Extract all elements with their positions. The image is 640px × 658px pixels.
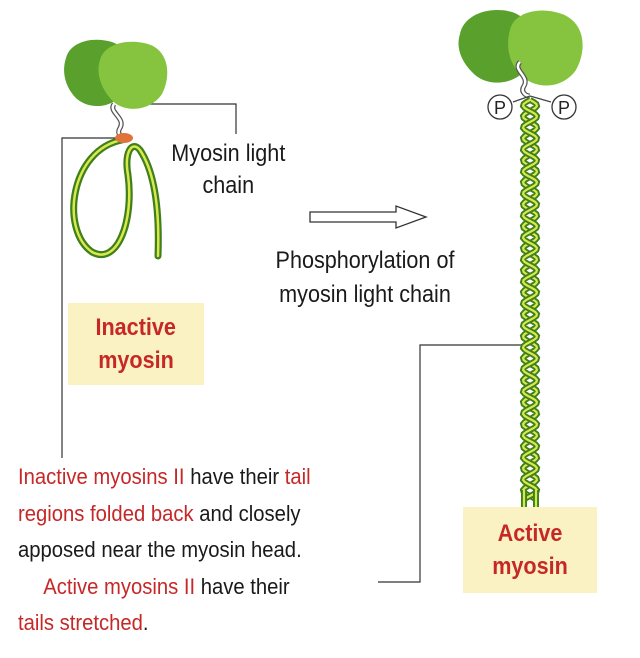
active-myosin-box: Active myosin: [463, 507, 597, 593]
active-myosin-heads: [458, 10, 583, 86]
phosphate-right: P: [551, 94, 577, 120]
caption-segment: apposed near the myosin head.: [18, 537, 302, 562]
phosphorylation-label: Phosphorylation of myosin light chain: [269, 244, 462, 312]
caption-line: regions folded back and closely: [18, 496, 360, 533]
caption: Inactive myosins II have their tail regi…: [18, 459, 398, 642]
inactive-myosin-tail: [70, 136, 162, 260]
phosphorylation-arrow: [309, 205, 428, 229]
inactive-myosin-box: Inactive myosin: [68, 303, 204, 385]
caption-segment: Active myosins II: [43, 573, 196, 599]
phosphorylation-label-line2: myosin light chain: [279, 281, 451, 308]
active-box-line1: Active: [497, 520, 563, 547]
inactive-light-chain: [110, 102, 133, 143]
phosphorylation-label-line1: Phosphorylation of: [275, 247, 455, 274]
phosphate-left-label: P: [494, 98, 506, 118]
caption-segment: tail: [284, 464, 311, 489]
caption-segment: have their: [184, 464, 285, 489]
caption-segment: tails stretched: [18, 610, 143, 635]
caption-line: tails stretched.: [18, 605, 360, 642]
light-chain-leader-line: [128, 103, 237, 134]
inactive-leader-line: [61, 137, 118, 458]
caption-segment: .: [142, 610, 149, 635]
caption-segment: Inactive myosins II: [18, 464, 185, 489]
light-chain-label: Myosin light chain: [168, 138, 289, 202]
phosphate-left: P: [487, 94, 513, 120]
inactive-myosin-heads: [64, 39, 168, 109]
caption-segment: regions folded back: [18, 500, 194, 526]
active-light-chains: [512, 60, 552, 103]
active-box-line2: myosin: [492, 553, 568, 580]
active-myosin-tail: [519, 97, 541, 510]
caption-segment: have their: [195, 573, 290, 599]
light-chain-label-line1: Myosin light: [171, 140, 286, 167]
inactive-box-line1: Inactive: [95, 314, 177, 341]
phosphate-right-label: P: [558, 98, 570, 118]
inactive-box-line2: myosin: [98, 347, 174, 374]
caption-line: Active myosins II have their: [18, 569, 360, 606]
active-leader-line: [378, 344, 528, 583]
caption-line: apposed near the myosin head.: [18, 532, 360, 569]
light-chain-label-line2: chain: [202, 172, 255, 199]
caption-segment: and closely: [193, 500, 301, 526]
caption-line: Inactive myosins II have their tail: [18, 459, 360, 496]
